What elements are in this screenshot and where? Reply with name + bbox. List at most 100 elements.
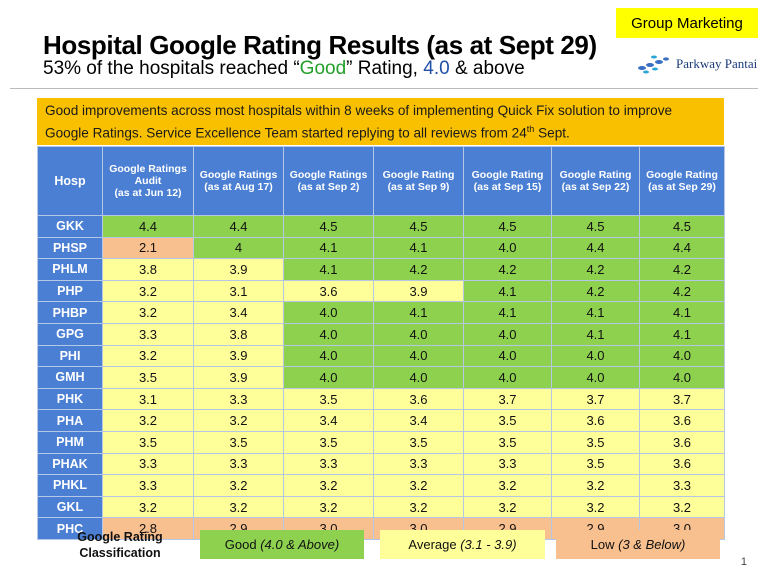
page-title: Hospital Google Rating Results (as at Se… — [43, 30, 597, 60]
hosp-cell: GKL — [37, 495, 103, 519]
header-col-7: Google Rating (as at Sep 29) — [639, 146, 725, 216]
rating-cell: 3.1 — [193, 279, 284, 303]
table-row: PHSP 2.1 4 4.1 4.1 4.0 4.4 4.4 — [37, 236, 725, 260]
header-line: Google Rating — [382, 169, 455, 181]
rating-cell: 4.1 — [551, 301, 640, 324]
rating-cell: 3.2 — [102, 344, 194, 368]
rating-cell: 3.3 — [373, 452, 464, 476]
hosp-cell: PHSP — [37, 236, 103, 260]
rating-cell: 3.2 — [283, 495, 374, 519]
rating-cell: 4.0 — [283, 344, 374, 368]
hosp-cell: PHAK — [37, 452, 103, 476]
rating-cell: 4.5 — [551, 215, 640, 238]
rating-cell: 4.0 — [463, 322, 552, 346]
rating-cell: 4.5 — [463, 215, 552, 238]
rating-cell: 3.2 — [373, 495, 464, 519]
rating-cell: 3.5 — [102, 430, 194, 454]
rating-cell: 3.9 — [193, 366, 284, 389]
rating-cell: 4.0 — [463, 344, 552, 368]
rating-cell: 3.5 — [283, 430, 374, 454]
table-row: PHI 3.2 3.9 4.0 4.0 4.0 4.0 4.0 — [37, 344, 725, 368]
rating-cell: 3.7 — [463, 387, 552, 411]
rating-cell: 3.2 — [463, 495, 552, 519]
header-col-5: Google Rating (as at Sep 15) — [463, 146, 552, 216]
header-line: Google Ratings — [199, 169, 278, 181]
rating-cell: 3.2 — [463, 474, 552, 497]
rating-cell: 4.1 — [639, 301, 725, 324]
rating-cell: 3.5 — [463, 409, 552, 432]
header-col-3: Google Ratings (as at Sep 2) — [283, 146, 374, 216]
subtitle-mid: ” Rating, — [346, 58, 424, 79]
rating-cell: 3.3 — [102, 452, 194, 476]
hosp-cell: PHC — [37, 517, 103, 540]
table-row: GKK 4.4 4.4 4.5 4.5 4.5 4.5 4.5 — [37, 215, 725, 238]
table-row: GKL 3.2 3.2 3.2 3.2 3.2 3.2 3.2 — [37, 495, 725, 519]
rating-cell: 3.6 — [639, 452, 725, 476]
page-subtitle: 53% of the hospitals reached “Good” Rati… — [43, 58, 525, 80]
rating-cell: 3.5 — [551, 452, 640, 476]
rating-cell: 4.0 — [373, 322, 464, 346]
rating-cell: 4.0 — [283, 322, 374, 346]
header-divider — [10, 88, 758, 89]
rating-cell: 3.6 — [551, 409, 640, 432]
header-line: (as at Sep 29) — [648, 181, 716, 193]
hosp-cell: PHK — [37, 387, 103, 411]
rating-cell: 3.5 — [193, 430, 284, 454]
rating-cell: 4.2 — [639, 279, 725, 303]
header-line: Google Rating — [646, 169, 718, 181]
rating-cell: 3.3 — [639, 474, 725, 497]
page-number: 1 — [740, 556, 747, 568]
rating-cell: 4.5 — [639, 215, 725, 238]
rating-cell: 3.3 — [463, 452, 552, 476]
rating-cell: 3.3 — [193, 452, 284, 476]
rating-cell: 3.9 — [373, 279, 464, 303]
rating-cell: 3.5 — [551, 430, 640, 454]
hosp-cell: GPG — [37, 322, 103, 346]
rating-cell: 3.3 — [283, 452, 374, 476]
rating-cell: 3.2 — [639, 495, 725, 519]
rating-cell: 3.4 — [283, 409, 374, 432]
logo-text: Parkway Pantai — [676, 56, 758, 71]
rating-cell: 4.2 — [373, 258, 464, 281]
rating-cell: 3.7 — [639, 387, 725, 411]
legend-title: Google Rating Classification — [65, 529, 175, 561]
table-header-row: Hosp Google Ratings Audit (as at Jun 12) Goo… — [37, 146, 725, 216]
rating-cell: 4.2 — [639, 258, 725, 281]
rating-cell: 4 — [193, 236, 284, 260]
banner-superscript: th — [526, 124, 535, 134]
rating-cell: 3.2 — [102, 279, 194, 303]
rating-cell: 3.5 — [463, 430, 552, 454]
banner-text: Good improvements across most hospitals … — [45, 103, 673, 141]
legend-low-range: (3 & Below) — [618, 537, 686, 552]
header-col-6: Google Rating (as at Sep 22) — [551, 146, 640, 216]
header-line: (as at Sep 9) — [387, 181, 450, 193]
rating-cell: 4.1 — [463, 301, 552, 324]
rating-cell: 3.6 — [639, 409, 725, 432]
rating-cell: 3.2 — [193, 409, 284, 432]
rating-cell: 3.1 — [102, 387, 194, 411]
rating-cell: 3.2 — [102, 409, 194, 432]
table-row: PHP 3.2 3.1 3.6 3.9 4.1 4.2 4.2 — [37, 279, 725, 303]
rating-cell: 4.0 — [639, 366, 725, 389]
rating-cell: 3.9 — [193, 344, 284, 368]
rating-cell: 3.4 — [193, 301, 284, 324]
hosp-cell: PHP — [37, 279, 103, 303]
rating-cell: 3.8 — [102, 258, 194, 281]
header-line: Google Ratings — [289, 169, 368, 181]
rating-cell: 2.1 — [102, 236, 194, 260]
rating-cell: 4.1 — [373, 236, 464, 260]
rating-cell: 3.6 — [283, 279, 374, 303]
legend-good-label: Good — [224, 537, 257, 552]
header-col-2: Google Ratings (as at Aug 17) — [193, 146, 284, 216]
rating-cell: 4.0 — [463, 236, 552, 260]
subtitle-post: & above — [449, 58, 525, 79]
legend-low-label: Low — [590, 537, 615, 552]
header-line: (as at Sep 2) — [297, 181, 360, 193]
rating-cell: 4.0 — [373, 344, 464, 368]
legend-good-range: (4.0 & Above) — [260, 537, 340, 552]
hosp-cell: PHBP — [37, 301, 103, 324]
rating-cell: 4.0 — [639, 344, 725, 368]
table-row: PHK 3.1 3.3 3.5 3.6 3.7 3.7 3.7 — [37, 387, 725, 411]
rating-cell: 4.4 — [193, 215, 284, 238]
header-line: Google Ratings — [109, 163, 187, 175]
